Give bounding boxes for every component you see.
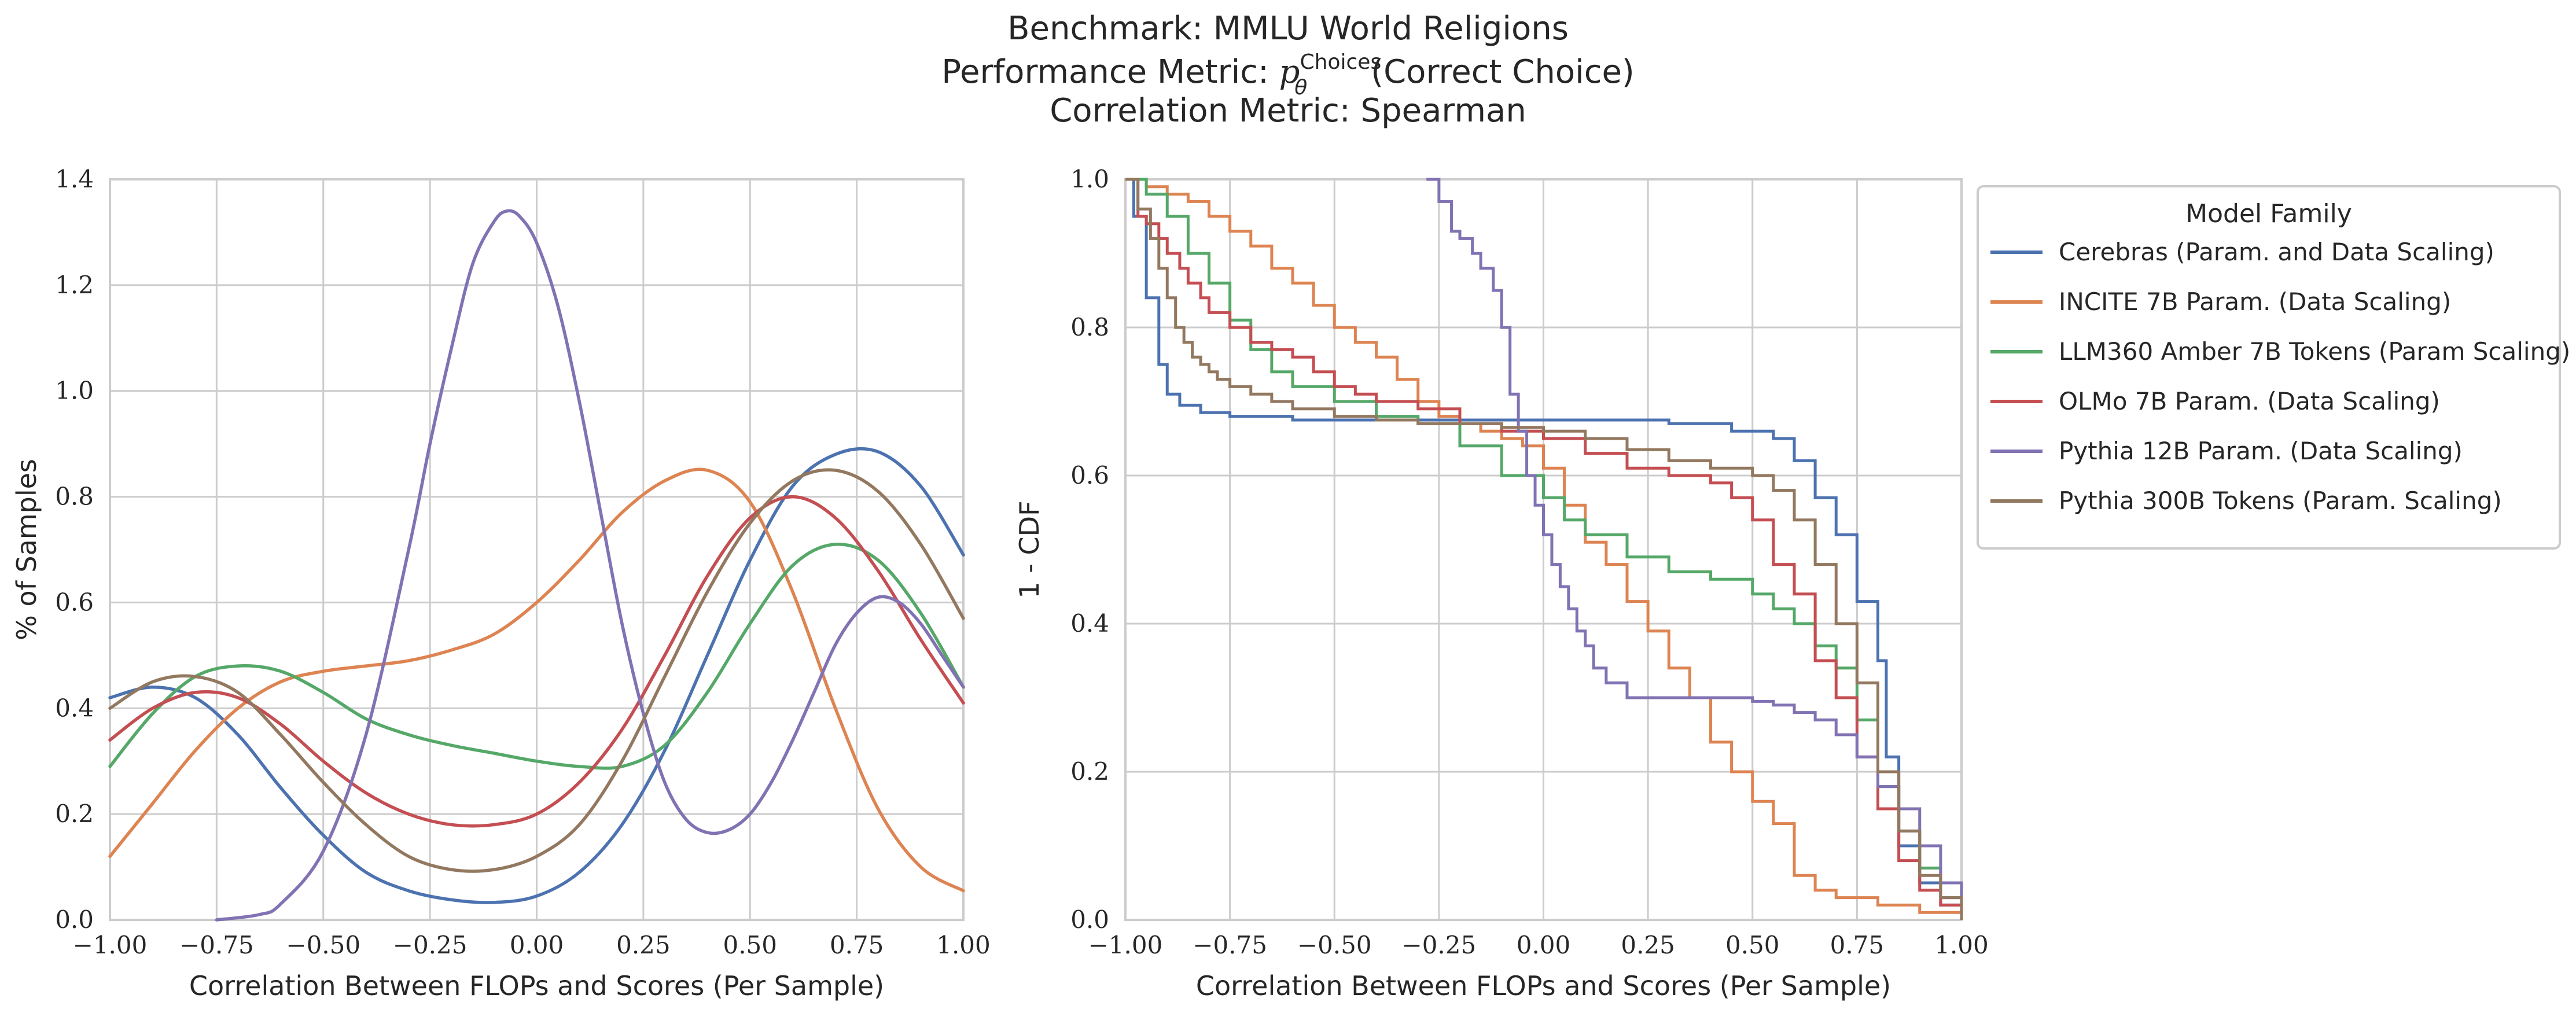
x-tick-label: −0.50 xyxy=(286,931,360,959)
title-line-2-prefix: Performance Metric: xyxy=(941,53,1279,91)
y-tick-labels: 0.0 0.2 0.4 0.6 0.8 1.0 1.2 1.4 xyxy=(55,165,94,934)
gridlines xyxy=(1124,178,1963,921)
gridlines xyxy=(109,178,965,921)
x-tick-label: −0.75 xyxy=(179,931,254,959)
title-line-1: Benchmark: MMLU World Religions xyxy=(1007,10,1569,47)
x-tick-labels: −1.00 −0.75 −0.50 −0.25 0.00 0.25 0.50 0.75 1.00 xyxy=(1088,931,1989,959)
legend-entry: Pythia 300B Tokens (Param. Scaling) xyxy=(2059,487,2502,515)
y-tick-label: 0.6 xyxy=(55,588,94,616)
x-tick-label: 0.75 xyxy=(1830,931,1885,959)
title-line-2-suffix: (Correct Choice) xyxy=(1371,53,1635,91)
title-line-2-sup: Choices xyxy=(1300,50,1382,74)
y-tick-label: 0.0 xyxy=(55,905,94,934)
y-tick-label: 1.0 xyxy=(55,377,94,405)
kde-line-llm360 xyxy=(108,542,965,770)
legend-entry: Cerebras (Param. and Data Scaling) xyxy=(2059,238,2494,266)
x-tick-label: 0.50 xyxy=(1725,931,1780,959)
x-axis-label: Correlation Between FLOPs and Scores (Pe… xyxy=(189,970,884,1001)
plot-frame xyxy=(1124,178,1963,921)
title-line-2: Performance Metric: pChoices θ (Correct Ch… xyxy=(941,50,1635,100)
y-tick-labels: 0.0 0.2 0.4 0.6 0.8 1.0 xyxy=(1070,165,1109,934)
y-tick-label: 0.4 xyxy=(1070,609,1109,638)
legend: Model Family Cerebras (Param. and Data Sc… xyxy=(1977,185,2570,550)
cdf-line-pythia300b xyxy=(1125,178,1963,920)
kde-line-cerebras xyxy=(108,447,965,904)
x-tick-label: 1.00 xyxy=(936,931,991,959)
title-line-2-p: p xyxy=(1279,53,1300,91)
y-axis-label: 1 - CDF xyxy=(1014,500,1045,598)
cdf-line-pythia12b xyxy=(1426,178,1963,920)
plot-frame xyxy=(109,178,965,921)
x-tick-label: −1.00 xyxy=(1088,931,1163,959)
y-tick-label: 0.6 xyxy=(1070,461,1109,489)
legend-entry: INCITE 7B Param. (Data Scaling) xyxy=(2059,288,2451,316)
x-tick-label: −0.25 xyxy=(393,931,468,959)
kde-panel: −1.00 −0.75 −0.50 −0.25 0.00 0.25 0.50 0.75 1.00… xyxy=(11,165,991,1001)
figure-title: Benchmark: MMLU World Religions Performa… xyxy=(941,10,1635,130)
x-tick-label: −1.00 xyxy=(73,931,148,959)
title-line-2-sub: θ xyxy=(1294,76,1307,100)
x-tick-label: 0.25 xyxy=(616,931,671,959)
cdf-line-cerebras xyxy=(1125,178,1963,920)
y-tick-label: 0.2 xyxy=(55,800,94,828)
y-tick-label: 1.0 xyxy=(1070,165,1109,193)
title-line-3: Correlation Metric: Spearman xyxy=(1050,92,1526,130)
y-tick-label: 0.0 xyxy=(1070,905,1109,934)
y-tick-label: 0.8 xyxy=(1070,313,1109,341)
kde-line-olmo xyxy=(108,495,965,828)
y-tick-label: 0.8 xyxy=(55,482,94,511)
series-group xyxy=(108,209,965,922)
x-axis-label: Correlation Between FLOPs and Scores (Pe… xyxy=(1196,970,1891,1001)
x-tick-label: −0.50 xyxy=(1297,931,1372,959)
legend-frame xyxy=(1977,185,2561,550)
x-tick-label: 0.75 xyxy=(830,931,884,959)
x-tick-labels: −1.00 −0.75 −0.50 −0.25 0.00 0.25 0.50 0.75 1.00 xyxy=(73,931,991,959)
x-tick-label: 1.00 xyxy=(1934,931,1989,959)
x-tick-label: 0.25 xyxy=(1621,931,1675,959)
legend-entry: Pythia 12B Param. (Data Scaling) xyxy=(2059,437,2463,465)
cdf-panel: −1.00 −0.75 −0.50 −0.25 0.00 0.25 0.50 0.75 1.00… xyxy=(1014,165,1989,1001)
cdf-line-incite xyxy=(1125,178,1963,920)
x-tick-label: −0.25 xyxy=(1402,931,1477,959)
y-tick-label: 1.2 xyxy=(55,271,94,299)
y-tick-label: 0.2 xyxy=(1070,757,1109,786)
x-tick-label: −0.75 xyxy=(1193,931,1267,959)
legend-entry: LLM360 Amber 7B Tokens (Param Scaling) xyxy=(2059,337,2570,366)
y-tick-label: 1.4 xyxy=(55,165,94,193)
legend-title: Model Family xyxy=(2185,199,2352,229)
y-tick-label: 0.4 xyxy=(55,694,94,722)
x-tick-label: 0.50 xyxy=(723,931,777,959)
kde-line-pythia12b xyxy=(215,209,965,922)
series-group xyxy=(1125,178,1963,920)
legend-entry: OLMo 7B Param. (Data Scaling) xyxy=(2059,387,2440,415)
kde-line-pythia300b xyxy=(108,468,965,873)
x-tick-label: 0.00 xyxy=(1517,931,1571,959)
x-tick-label: 0.00 xyxy=(510,931,564,959)
y-axis-label: % of Samples xyxy=(11,459,42,640)
